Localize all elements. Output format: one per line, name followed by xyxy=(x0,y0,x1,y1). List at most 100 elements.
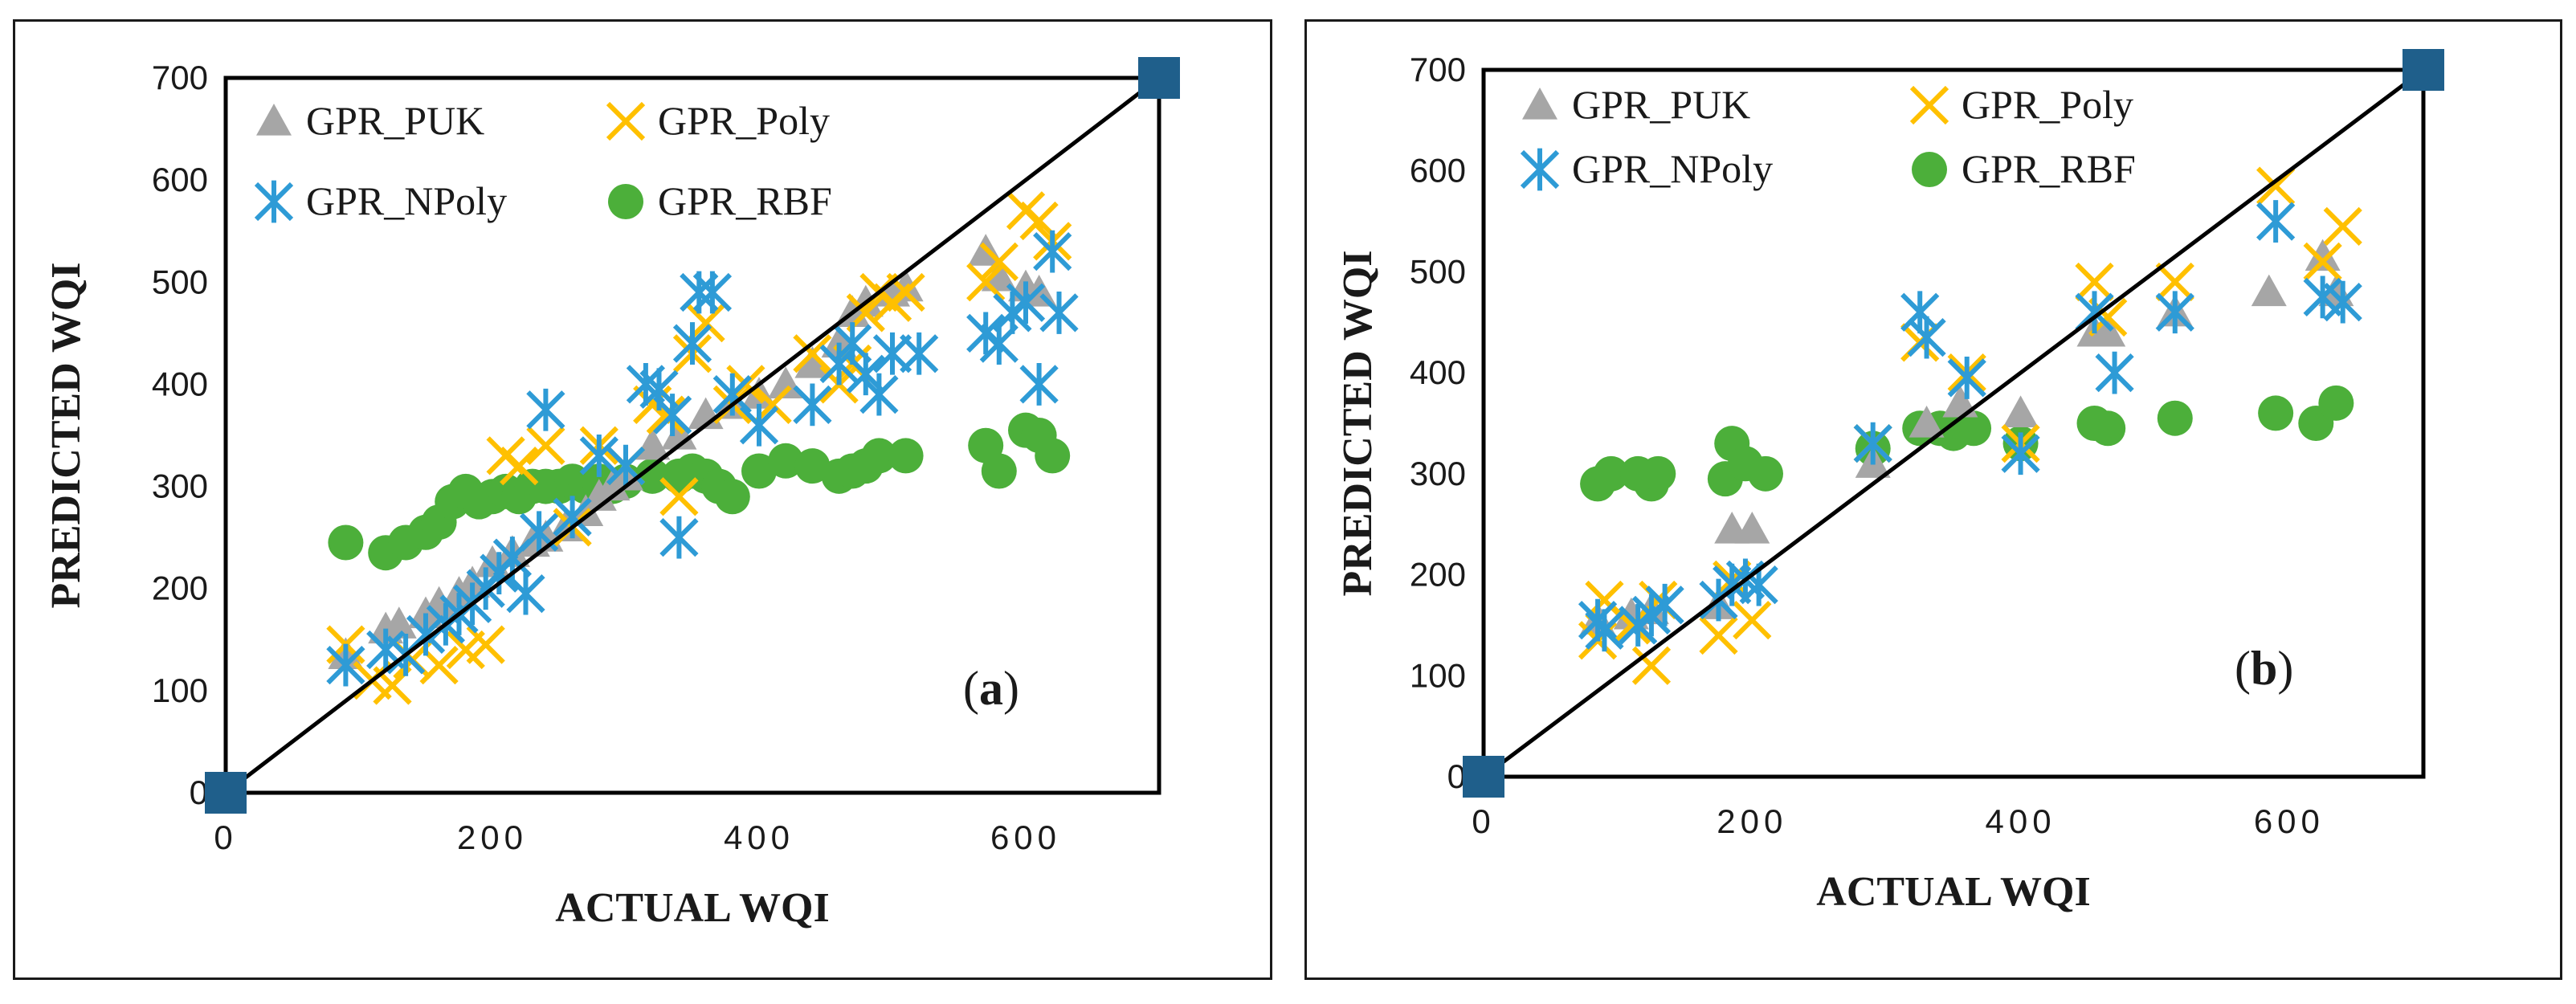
reference-endpoint-marker xyxy=(2402,49,2444,91)
point-gpr-puk xyxy=(2251,274,2287,307)
point-gpr-rbf xyxy=(1956,410,1992,447)
point-gpr-rbf xyxy=(861,438,897,474)
point-gpr-npoly xyxy=(579,435,618,477)
legend-label-gpr-poly: GPR_Poly xyxy=(658,98,830,143)
point-gpr-puk xyxy=(794,346,831,378)
point-gpr-rbf xyxy=(2157,400,2193,436)
point-gpr-puk xyxy=(768,366,804,399)
point-gpr-npoly xyxy=(553,496,592,539)
x-tick-label: 0 xyxy=(214,818,237,856)
point-gpr-rbf xyxy=(888,438,924,474)
legend-marker-gpr-puk xyxy=(1522,88,1557,120)
point-gpr-poly xyxy=(1699,615,1738,655)
legend-marker-gpr-rbf xyxy=(1912,152,1947,187)
y-tick-label: 500 xyxy=(1410,252,1466,290)
panel-label: (b) xyxy=(2235,642,2293,695)
point-gpr-poly xyxy=(500,447,539,486)
y-axis-title: PREDICTED WQI xyxy=(1335,250,1381,596)
x-axis-title: ACTUAL WQI xyxy=(555,885,829,931)
point-gpr-rbf xyxy=(635,458,671,494)
y-tick-label: 300 xyxy=(1410,455,1466,492)
scatter-chart-b: 0 100 200 300 400 500 600 700 0 200 400 600 ACTUAL W… xyxy=(1335,49,2444,915)
point-gpr-puk xyxy=(381,606,417,639)
point-gpr-npoly xyxy=(326,643,365,687)
point-gpr-npoly xyxy=(526,388,565,431)
point-gpr-rbf xyxy=(794,448,831,484)
point-gpr-rbf xyxy=(2090,410,2126,447)
point-gpr-npoly xyxy=(900,332,939,375)
point-gpr-npoly xyxy=(793,383,832,426)
point-gpr-npoly xyxy=(2256,200,2296,243)
point-gpr-puk xyxy=(635,427,671,460)
legend-marker-gpr-npoly xyxy=(1520,148,1560,191)
point-gpr-npoly xyxy=(712,373,752,416)
legend-label-gpr-npoly: GPR_NPoly xyxy=(306,178,507,223)
point-gpr-poly xyxy=(1733,601,1772,640)
point-gpr-npoly xyxy=(1019,363,1059,406)
point-gpr-puk xyxy=(888,269,924,302)
legend-marker-gpr-puk xyxy=(256,104,292,136)
point-gpr-npoly xyxy=(2323,280,2362,324)
point-gpr-puk xyxy=(1909,406,1945,438)
x-tick-label: 600 xyxy=(2254,802,2325,840)
point-gpr-npoly xyxy=(652,394,692,436)
chart-panel-a: 0 100 200 300 400 500 600 700 0 200 400 600 ACTUAL W… xyxy=(13,19,1272,980)
legend-label-gpr-rbf: GPR_RBF xyxy=(1962,146,2136,191)
point-gpr-npoly xyxy=(1853,422,1892,465)
point-gpr-rbf xyxy=(1035,438,1071,474)
legend-marker-gpr-poly xyxy=(1909,85,1949,125)
point-gpr-poly xyxy=(466,625,505,664)
y-tick-label: 0 xyxy=(190,773,208,811)
y-tick-label: 700 xyxy=(152,59,208,96)
series-gpr-npoly xyxy=(326,230,1079,687)
y-tick-label: 200 xyxy=(1410,556,1466,594)
legend-marker-gpr-npoly xyxy=(254,180,294,223)
plot-area-b xyxy=(1481,67,2426,779)
point-gpr-rbf xyxy=(768,443,804,479)
legend-label-gpr-puk: GPR_PUK xyxy=(1572,82,1750,127)
point-gpr-npoly xyxy=(1907,316,1946,359)
x-tick-label: 400 xyxy=(1986,802,2056,840)
point-gpr-poly xyxy=(2155,262,2194,302)
point-gpr-rbf xyxy=(714,479,750,515)
x-tick-label: 600 xyxy=(990,818,1061,856)
point-gpr-poly xyxy=(2303,242,2342,281)
reference-endpoint-marker xyxy=(1138,57,1180,99)
point-gpr-rbf xyxy=(2258,395,2294,431)
panel-label: (a) xyxy=(963,662,1019,715)
point-gpr-poly xyxy=(966,263,1006,302)
legend-marker-gpr-poly xyxy=(606,101,646,141)
legend-label-gpr-puk: GPR_PUK xyxy=(306,98,484,143)
point-gpr-poly xyxy=(979,242,1019,281)
point-gpr-rbf xyxy=(2318,385,2354,421)
x-axis-title: ACTUAL WQI xyxy=(1816,869,2090,915)
point-gpr-rbf xyxy=(328,524,364,561)
point-gpr-poly xyxy=(659,477,699,516)
point-gpr-rbf xyxy=(1640,455,1676,492)
y-axis-title: PREDICTED WQI xyxy=(43,262,89,608)
reference-endpoint-marker xyxy=(205,772,247,814)
y-tick-label: 100 xyxy=(1410,656,1466,694)
legend-label-gpr-poly: GPR_Poly xyxy=(1962,82,2133,127)
point-gpr-npoly xyxy=(672,322,712,365)
x-tick-label: 200 xyxy=(457,818,528,856)
point-gpr-poly xyxy=(2323,206,2362,246)
legend-marker-gpr-rbf xyxy=(608,184,643,219)
point-gpr-puk xyxy=(2090,314,2126,347)
point-gpr-npoly xyxy=(1900,291,1940,334)
point-gpr-poly xyxy=(1631,646,1672,685)
reference-line xyxy=(1482,68,2425,778)
plot-area-a xyxy=(223,76,1161,795)
point-gpr-puk xyxy=(2305,239,2341,271)
y-tick-label: 200 xyxy=(152,569,208,607)
point-gpr-poly xyxy=(646,395,685,435)
y-tick-label: 400 xyxy=(1410,353,1466,391)
point-gpr-poly xyxy=(793,334,832,373)
reference-line xyxy=(224,76,1161,794)
x-tick-label: 400 xyxy=(724,818,794,856)
x-tick-label: 0 xyxy=(1472,802,1495,840)
point-gpr-npoly xyxy=(1039,292,1079,334)
point-gpr-rbf xyxy=(741,453,777,489)
y-tick-label: 400 xyxy=(152,365,208,402)
point-gpr-npoly xyxy=(692,271,733,314)
